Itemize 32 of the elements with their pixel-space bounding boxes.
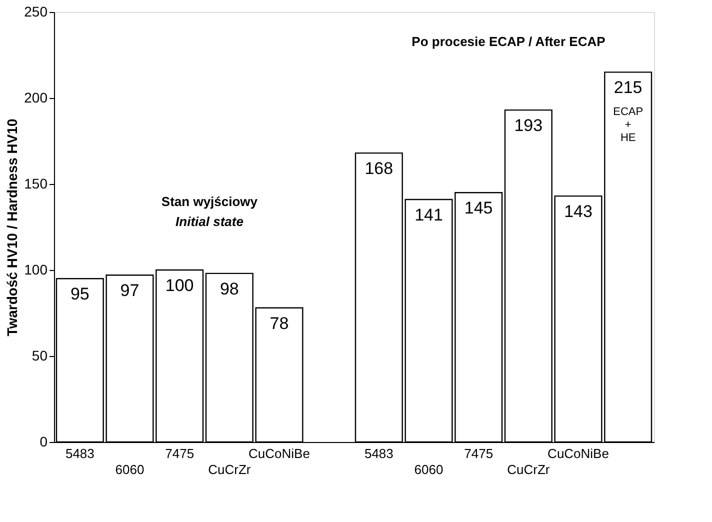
y-tick-label: 250 <box>24 4 48 20</box>
x-tick-label: CuCoNiBe <box>548 446 609 461</box>
annotation: ECAP + HE <box>613 106 644 144</box>
annotation: Initial state <box>176 214 244 229</box>
x-tick-label: 7475 <box>464 446 494 461</box>
y-axis-title: Twardość HV10 / Hardness HV10 <box>4 118 20 336</box>
data-label: 143 <box>564 202 592 222</box>
y-tick-label: 0 <box>40 434 48 450</box>
x-tick-label: 7475 <box>165 446 194 461</box>
annotation: Stan wyjściowy <box>161 194 258 209</box>
x-tick-label: CuCrZr <box>208 462 252 477</box>
x-tick-label: 5483 <box>65 446 94 461</box>
x-tick-label: 6060 <box>115 462 144 477</box>
y-tick-label: 200 <box>24 90 48 106</box>
data-label: 215 <box>614 78 642 98</box>
x-tick-label: 5483 <box>364 446 394 461</box>
data-label: 193 <box>514 116 543 136</box>
x-tick-label: CuCoNiBe <box>248 446 310 461</box>
data-label: 145 <box>464 198 493 218</box>
y-tick-label: 50 <box>32 348 48 364</box>
data-label: 97 <box>120 281 140 300</box>
data-label: 78 <box>270 314 289 333</box>
y-tick-label: 150 <box>24 176 48 192</box>
x-tick-label: CuCrZr <box>507 462 550 477</box>
data-label: 95 <box>70 284 90 304</box>
data-label: 100 <box>165 276 194 295</box>
data-label: 168 <box>364 159 394 178</box>
data-label: 141 <box>414 205 443 224</box>
y-tick-label: 100 <box>24 262 48 278</box>
data-label: 98 <box>220 279 239 298</box>
annotation: Po procesie ECAP / After ECAP <box>412 34 606 49</box>
x-tick-label: 6060 <box>414 462 444 477</box>
